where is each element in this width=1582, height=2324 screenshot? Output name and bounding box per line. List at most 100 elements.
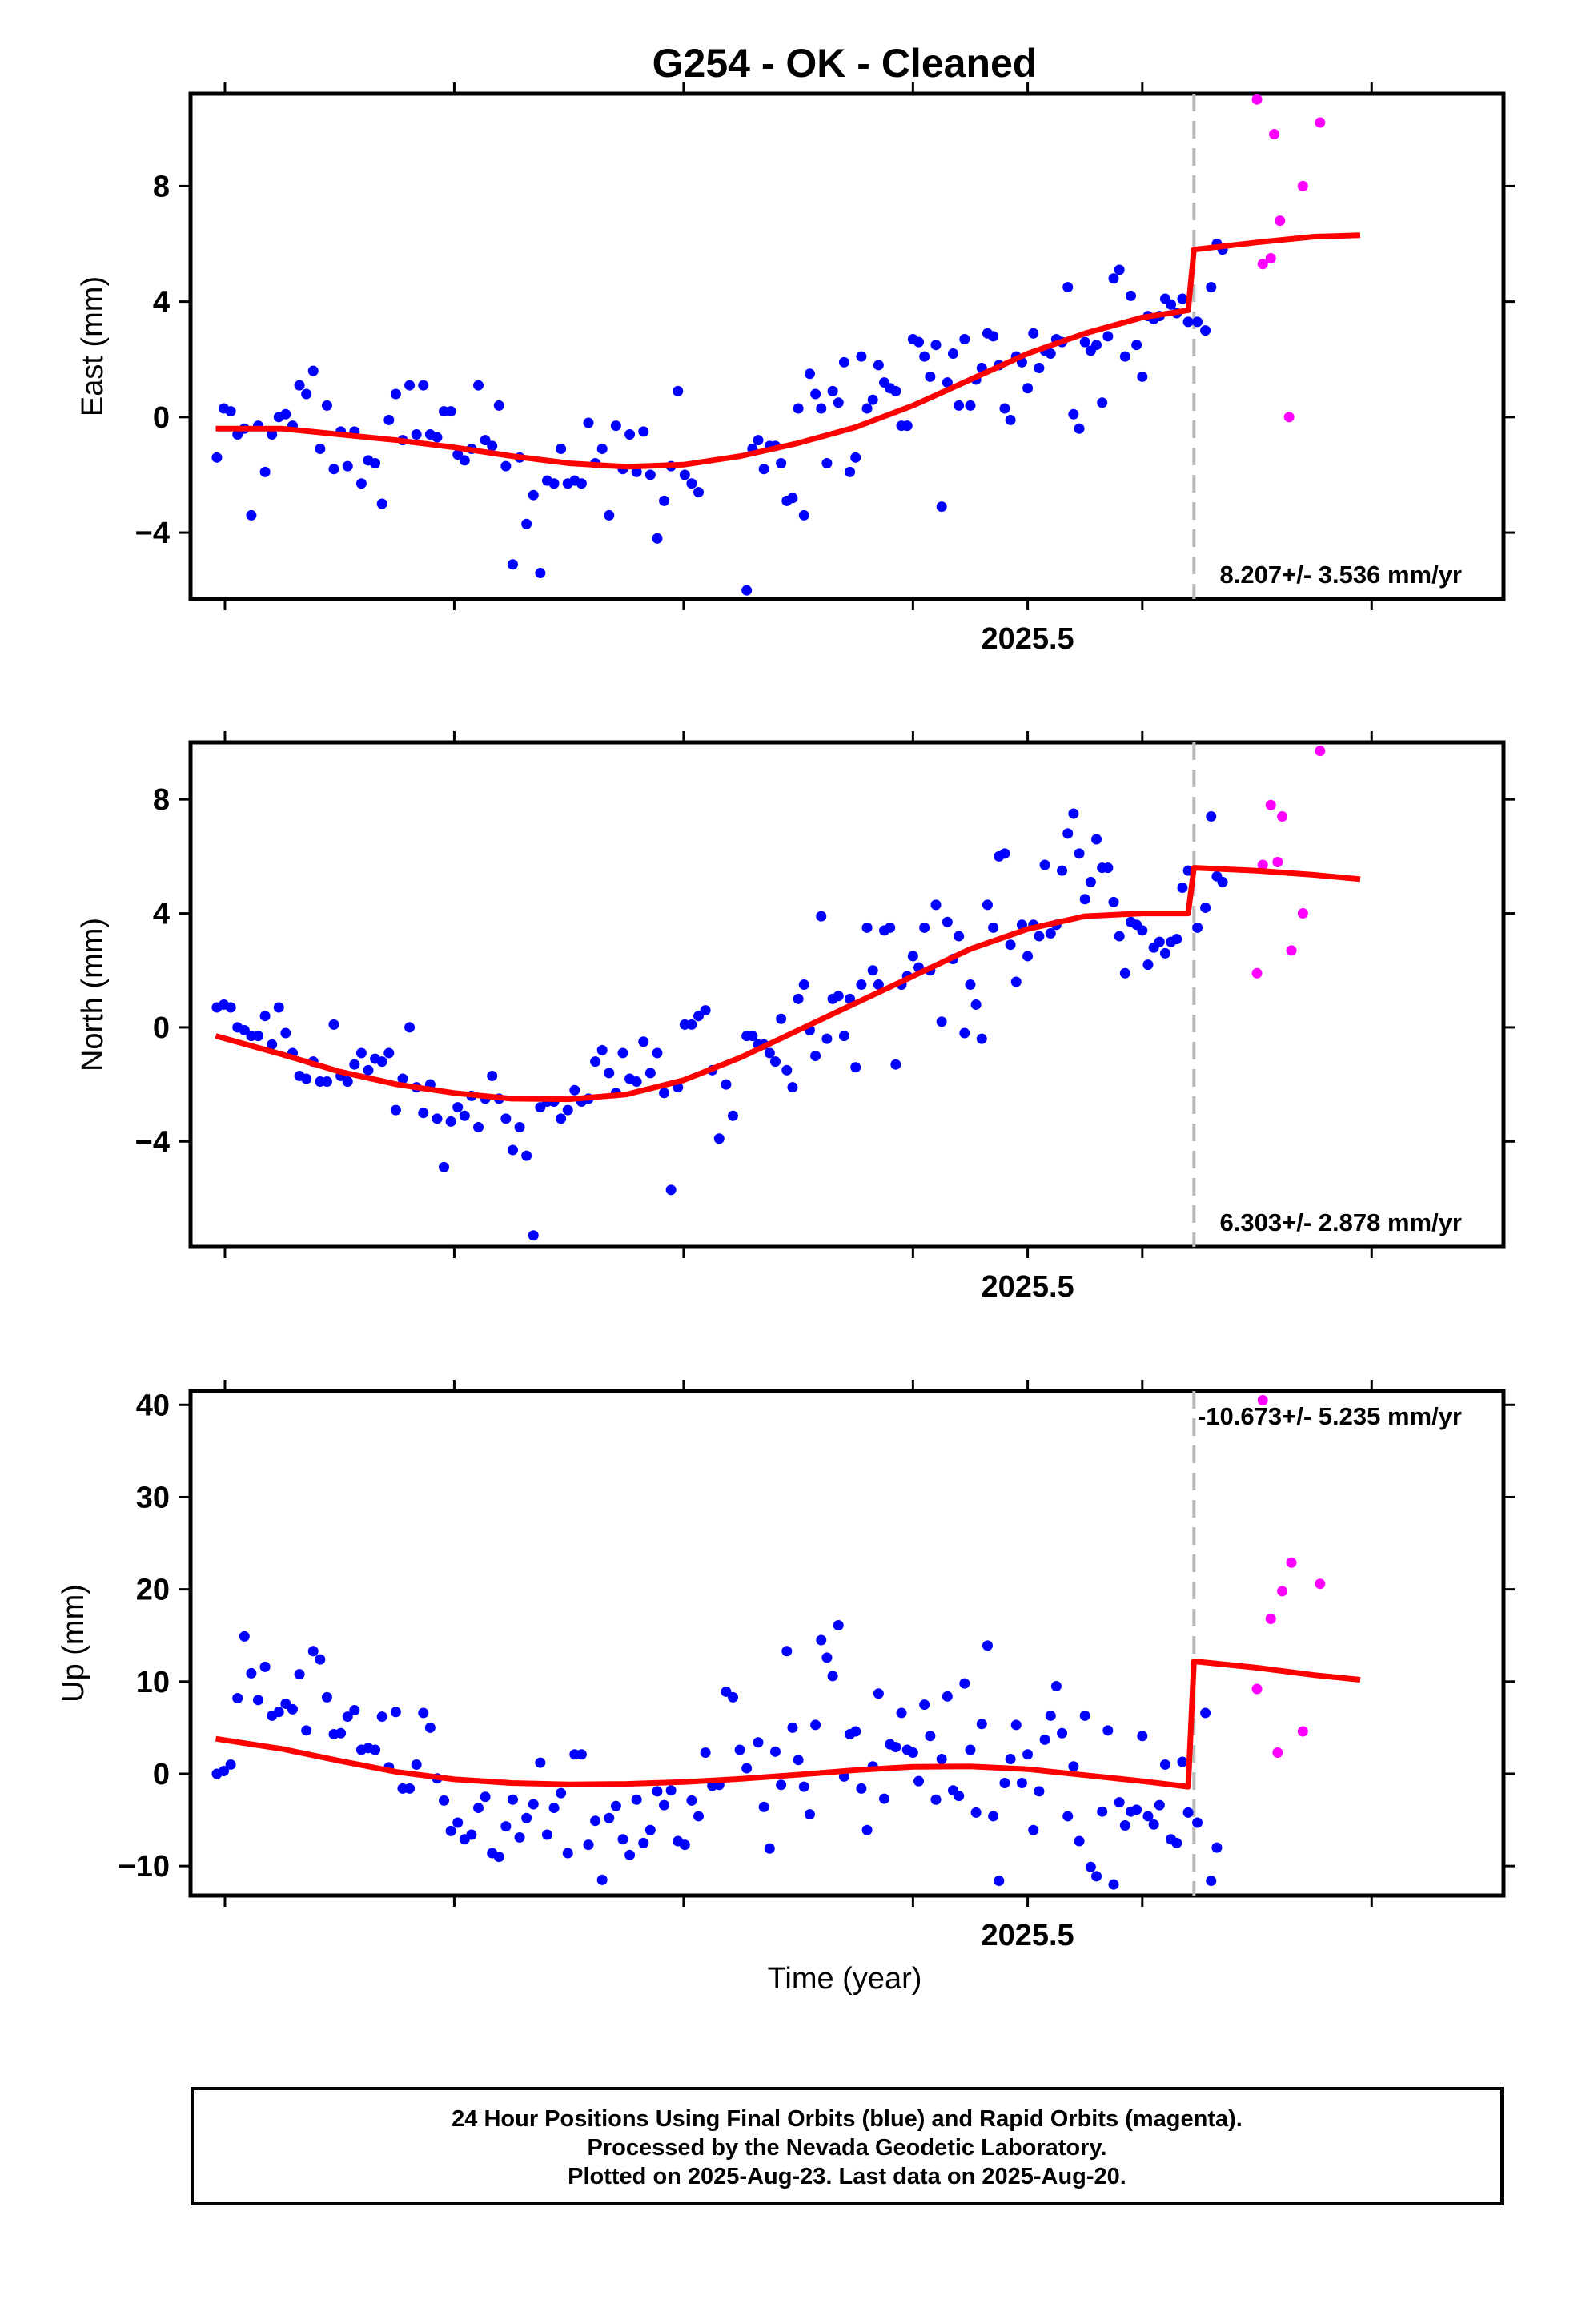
final-orbit-point	[596, 1874, 608, 1885]
final-orbit-point	[569, 1084, 580, 1096]
final-orbit-point	[652, 1047, 663, 1059]
final-orbit-point	[1034, 363, 1045, 374]
final-orbit-point	[925, 1731, 936, 1742]
final-orbit-point	[342, 1076, 353, 1088]
y-tick-label: 10	[136, 1666, 170, 1699]
final-orbit-point	[1200, 902, 1211, 913]
final-orbit-point	[301, 388, 312, 400]
final-orbit-point	[1091, 340, 1102, 351]
final-orbit-point	[644, 469, 656, 480]
final-orbit-point	[1108, 273, 1119, 284]
final-orbit-point	[631, 1794, 642, 1805]
final-orbit-point	[988, 922, 999, 933]
x-tick-label: 2025.5	[981, 1270, 1074, 1304]
final-orbit-point	[954, 1791, 965, 1802]
final-orbit-point	[583, 417, 594, 428]
final-orbit-point	[1148, 1819, 1159, 1830]
final-orbit-point	[500, 460, 512, 472]
panel-north: 2025.5 −4 0 4 8 North (mm) 6.303+/- 2.878 mm/y…	[76, 731, 1515, 1304]
final-orbit-point	[1177, 293, 1188, 304]
final-orbit-point	[1119, 351, 1130, 362]
final-orbit-point	[1177, 1756, 1188, 1767]
final-orbit-point	[713, 1133, 725, 1144]
final-orbit-point	[411, 428, 422, 440]
final-orbit-point	[473, 380, 484, 391]
rapid-orbit-point	[1277, 1586, 1288, 1597]
final-orbit-point	[521, 1812, 532, 1823]
y-tick-label: −10	[118, 1850, 170, 1884]
final-orbit-point	[1074, 848, 1085, 859]
y-tick-label: 30	[136, 1481, 170, 1514]
final-orbit-point	[1079, 336, 1090, 348]
rapid-orbit-point	[1297, 908, 1308, 919]
final-orbit-point	[404, 1022, 416, 1033]
final-orbit-point	[1137, 1731, 1148, 1742]
rapid-orbit-point	[1286, 945, 1297, 956]
y-tick-label: 8	[153, 170, 170, 203]
rapid-orbit-point	[1315, 117, 1326, 128]
final-orbit-point	[232, 1693, 243, 1704]
y-tick-label: 0	[153, 1758, 170, 1791]
final-orbit-point	[936, 1754, 947, 1765]
final-orbit-point	[721, 1079, 732, 1090]
final-orbit-point	[1142, 959, 1154, 971]
final-orbit-point	[576, 1749, 587, 1760]
final-orbit-point	[1091, 1871, 1102, 1882]
footer-note: 24 Hour Positions Using Final Orbits (bl…	[191, 2087, 1504, 2205]
final-orbit-point	[493, 400, 504, 411]
final-orbit-point	[861, 403, 873, 414]
plot-frame	[188, 1389, 1506, 1898]
final-orbit-point	[787, 1722, 798, 1733]
final-orbit-point	[919, 922, 930, 933]
final-orbit-point	[596, 1044, 608, 1055]
final-orbit-point	[1034, 1786, 1045, 1797]
final-orbit-point	[665, 1184, 677, 1196]
data-layer	[211, 1391, 1361, 1896]
final-orbit-point	[741, 1763, 753, 1774]
final-orbit-point	[965, 400, 976, 411]
final-orbit-point	[1057, 865, 1068, 876]
final-orbit-point	[970, 1807, 982, 1818]
final-orbit-point	[999, 1777, 1010, 1788]
final-orbit-point	[1177, 883, 1188, 894]
final-orbit-point	[700, 1747, 711, 1758]
final-orbit-point	[1200, 325, 1211, 336]
final-orbit-point	[652, 1786, 663, 1797]
final-orbit-point	[239, 1024, 250, 1035]
velocity-label: 8.207+/- 3.536 mm/yr	[1220, 561, 1462, 589]
final-orbit-point	[679, 1839, 690, 1851]
final-orbit-point	[769, 1746, 781, 1757]
final-orbit-point	[1022, 383, 1034, 394]
final-orbit-point	[1079, 894, 1090, 905]
rapid-orbit-point	[1257, 859, 1268, 870]
final-orbit-point	[890, 1059, 901, 1070]
final-orbit-point	[693, 1811, 705, 1822]
final-orbit-point	[913, 1775, 925, 1787]
final-orbit-point	[741, 585, 753, 596]
final-orbit-point	[861, 922, 873, 933]
final-orbit-point	[954, 931, 965, 942]
final-orbit-point	[850, 452, 861, 463]
final-orbit-point	[776, 1013, 787, 1024]
final-orbit-point	[1045, 348, 1056, 360]
plot-frame	[188, 91, 1506, 601]
rapid-orbit-point	[1315, 1578, 1326, 1590]
final-orbit-point	[390, 388, 401, 400]
final-orbit-point	[328, 464, 339, 475]
final-orbit-point	[253, 1695, 264, 1706]
final-orbit-point	[294, 1669, 305, 1680]
final-orbit-point	[1131, 1804, 1142, 1815]
final-orbit-point	[445, 1825, 456, 1836]
final-orbit-point	[267, 428, 278, 440]
final-orbit-point	[514, 1122, 525, 1133]
final-orbit-point	[459, 455, 470, 466]
final-orbit-point	[665, 1785, 677, 1796]
final-orbit-point	[1142, 1811, 1154, 1822]
final-orbit-point	[793, 403, 804, 414]
final-orbit-point	[988, 1811, 999, 1822]
final-orbit-point	[590, 1056, 601, 1068]
x-tick-label: 2025.5	[981, 622, 1074, 656]
final-orbit-point	[1102, 331, 1114, 342]
final-orbit-point	[776, 1779, 787, 1791]
